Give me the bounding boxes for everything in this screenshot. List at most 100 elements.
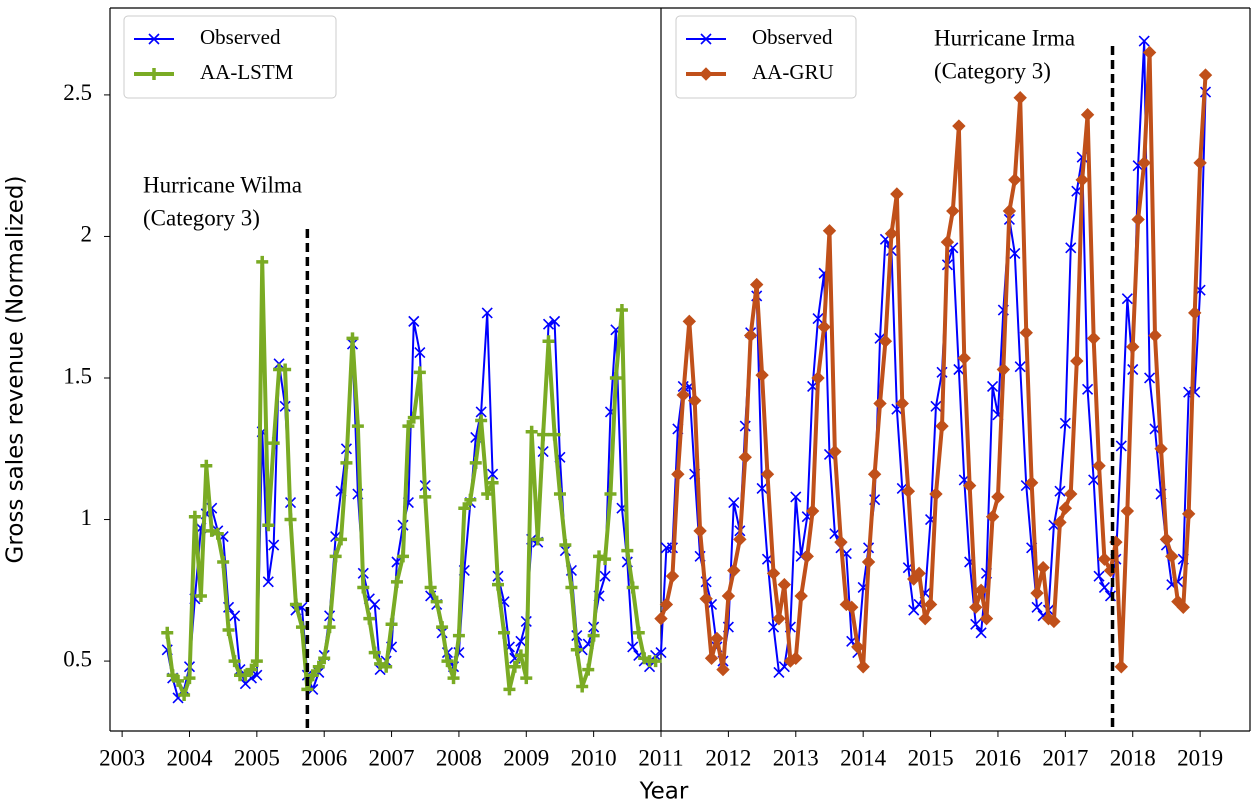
marker [1142, 45, 1157, 60]
marker [682, 314, 697, 329]
marker [486, 476, 499, 489]
marker [256, 255, 269, 268]
annotation: (Category 3) [934, 58, 1051, 83]
marker [1154, 442, 1168, 456]
y-tick-label: 2 [81, 222, 93, 247]
legend-label: AA-GRU [752, 60, 834, 84]
marker [1036, 560, 1050, 575]
marker [626, 581, 639, 594]
marker [380, 660, 393, 673]
marker [615, 304, 628, 317]
marker [1193, 156, 1207, 170]
marker [800, 549, 814, 564]
marker [946, 204, 960, 218]
marker [525, 425, 538, 438]
marker [873, 396, 887, 411]
marker [452, 629, 465, 642]
marker [515, 635, 527, 647]
x-tick-label: 2013 [773, 745, 819, 770]
marker [1121, 293, 1133, 305]
marker [469, 456, 482, 469]
marker [845, 600, 859, 614]
marker [289, 598, 302, 611]
marker [267, 437, 280, 450]
marker [351, 420, 364, 433]
marker [542, 335, 555, 348]
legend-label: Observed [200, 25, 281, 49]
marker [805, 504, 820, 518]
marker [710, 631, 724, 646]
marker [346, 332, 359, 345]
marker [565, 581, 578, 594]
marker [654, 611, 668, 626]
marker [627, 641, 639, 653]
marker [890, 187, 904, 201]
marker [817, 320, 831, 334]
marker [194, 589, 207, 602]
marker [306, 669, 319, 682]
marker [587, 629, 600, 642]
marker [1070, 354, 1084, 368]
marker [962, 478, 977, 493]
marker [1181, 507, 1196, 521]
marker [447, 672, 460, 685]
y-tick-label: 2.5 [63, 80, 92, 105]
y-tick-label: 1 [81, 505, 93, 530]
marker [767, 621, 780, 633]
marker [1082, 383, 1094, 395]
annotation: Hurricane Irma [934, 25, 1075, 50]
marker [368, 646, 381, 659]
x-tick-label: 2012 [705, 745, 751, 770]
marker [205, 524, 218, 537]
marker [284, 513, 297, 526]
annotation: (Category 3) [143, 205, 260, 230]
marker [1092, 459, 1106, 473]
marker [548, 428, 561, 441]
marker [402, 420, 415, 433]
marker [1014, 361, 1026, 373]
legend-box [123, 15, 337, 99]
x-tick-label: 2009 [503, 745, 549, 770]
x-axis-label: Year [639, 779, 689, 805]
marker [329, 550, 342, 563]
marker [772, 611, 786, 626]
marker [975, 627, 987, 639]
marker [1075, 173, 1089, 187]
marker [464, 493, 477, 506]
marker [985, 509, 1000, 524]
x-tick-label: 2005 [234, 745, 280, 770]
marker [229, 610, 241, 622]
marker [576, 680, 589, 693]
marker [441, 655, 454, 668]
marker [861, 555, 876, 569]
marker [262, 519, 275, 532]
marker [979, 611, 994, 626]
marker [766, 566, 781, 581]
marker [508, 660, 521, 673]
series-line [165, 259, 656, 698]
marker [749, 277, 764, 292]
y-tick-label: 0.5 [63, 646, 92, 671]
marker [172, 674, 185, 687]
marker [161, 626, 174, 639]
y-tick-label: 1.5 [63, 363, 92, 388]
marker [335, 533, 348, 546]
y-axis-label: Gross sales revenue (Normalized) [3, 176, 29, 564]
marker [222, 623, 235, 636]
marker [952, 119, 966, 133]
marker [262, 576, 274, 588]
marker [211, 527, 224, 540]
marker [1064, 487, 1078, 501]
marker [655, 647, 667, 659]
x-tick-label: 2017 [1042, 745, 1088, 770]
marker [1019, 325, 1033, 340]
marker [1059, 417, 1071, 429]
marker [1198, 68, 1213, 82]
marker [755, 368, 769, 382]
marker [1093, 570, 1105, 582]
marker [743, 328, 758, 343]
marker [414, 346, 426, 359]
marker [918, 611, 932, 626]
marker [671, 467, 685, 481]
marker [929, 487, 943, 501]
